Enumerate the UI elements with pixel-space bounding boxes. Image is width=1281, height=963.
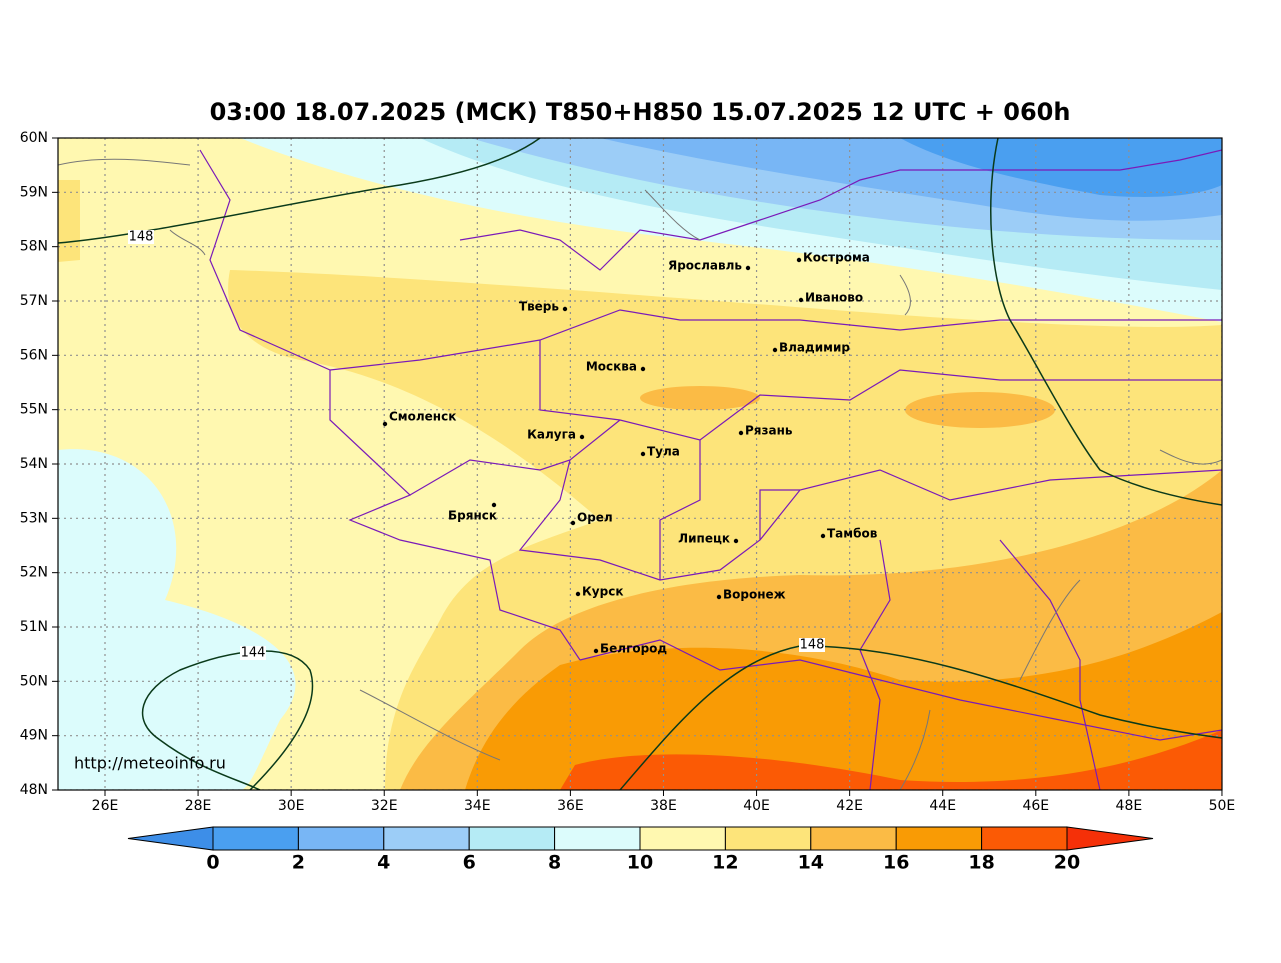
colorbar-segment xyxy=(981,826,1068,851)
lat-label: 51N xyxy=(20,619,48,635)
lon-label: 50E xyxy=(1209,798,1236,814)
colorbar: 0 2 4 6 8 10 12 14 16 18 20 xyxy=(127,826,1154,874)
lat-label: 52N xyxy=(20,565,48,581)
city-label: Тула xyxy=(647,445,680,459)
lon-label: 44E xyxy=(929,798,956,814)
colorbar-under xyxy=(127,826,214,851)
lon-label: 30E xyxy=(278,798,305,814)
city-dot xyxy=(575,591,581,597)
title: 03:00 18.07.2025 (МСК) T850+H850 15.07.2… xyxy=(210,98,1071,126)
lon-label: 40E xyxy=(743,798,770,814)
colorbar-over xyxy=(1066,826,1154,851)
city-label: Москва xyxy=(586,360,637,374)
city-dot xyxy=(796,257,802,263)
city-dot xyxy=(745,265,751,271)
city-dot xyxy=(640,366,646,372)
contour-label-bg xyxy=(240,646,266,660)
map-area xyxy=(58,138,1222,790)
lon-label: 28E xyxy=(185,798,212,814)
lon-label: 32E xyxy=(371,798,398,814)
contour-label-bg xyxy=(799,638,825,652)
colorbar-segment xyxy=(895,826,983,851)
lat-label: 55N xyxy=(20,402,48,418)
city-dot xyxy=(491,502,497,508)
city-label: Тверь xyxy=(519,300,560,314)
city-label: Белгород xyxy=(600,642,667,656)
lat-label: 59N xyxy=(20,184,48,200)
contour-label-bg xyxy=(128,230,154,244)
city-label: Иваново xyxy=(805,291,863,305)
city-dot xyxy=(716,594,722,600)
contour-label: 144 xyxy=(241,646,266,661)
colorbar-segment xyxy=(724,826,812,851)
city-dot xyxy=(733,538,739,544)
city-dot xyxy=(562,306,568,312)
lon-label: 26E xyxy=(92,798,119,814)
lat-label: 53N xyxy=(20,510,48,526)
lat-label: 60N xyxy=(20,130,48,146)
lat-label: 57N xyxy=(20,293,48,309)
city-dot xyxy=(382,421,388,427)
lat-label: 54N xyxy=(20,456,48,472)
city-dot xyxy=(820,533,826,539)
lon-label: 42E xyxy=(836,798,863,814)
colorbar-label: 2 xyxy=(292,852,305,874)
colorbar-label: 6 xyxy=(463,852,476,874)
city-label: Курск xyxy=(582,585,623,599)
city-label: Калуга xyxy=(527,428,576,442)
lat-label: 56N xyxy=(20,347,48,363)
lon-label: 36E xyxy=(557,798,584,814)
colorbar-label: 10 xyxy=(627,852,653,874)
city-label: Липецк xyxy=(678,532,730,546)
city-dot xyxy=(570,520,576,526)
lat-label: 48N xyxy=(20,782,48,798)
cities: Кострома Ярославль Иваново Тверь Владимир Мос… xyxy=(382,251,878,656)
city-dot xyxy=(738,430,744,436)
colorbar-label: 0 xyxy=(206,852,219,874)
city-label: Кострома xyxy=(803,251,870,265)
lon-label: 48E xyxy=(1116,798,1143,814)
city-dot xyxy=(772,347,778,353)
city-label: Ярославль xyxy=(668,259,742,273)
colorbar-label: 14 xyxy=(798,852,824,874)
city-dot xyxy=(579,434,585,440)
colorbar-segment xyxy=(383,826,470,851)
lon-label: 38E xyxy=(650,798,677,814)
lon-label: 46E xyxy=(1022,798,1049,814)
colorbar-label: 20 xyxy=(1054,852,1080,874)
city-label: Брянск xyxy=(448,509,497,523)
source-url: http://meteoinfo.ru xyxy=(74,754,226,773)
city-label: Воронеж xyxy=(723,588,786,602)
city-dot xyxy=(640,451,646,457)
city-label: Рязань xyxy=(745,424,793,438)
colorbar-label: 18 xyxy=(968,852,994,874)
rivers-coast xyxy=(58,158,1222,790)
lat-label: 50N xyxy=(20,673,48,689)
contour-label: 148 xyxy=(800,638,825,653)
city-label: Смоленск xyxy=(389,410,456,424)
colorbar-label: 8 xyxy=(548,852,561,874)
contour-label: 148 xyxy=(129,230,154,245)
lat-label: 58N xyxy=(20,239,48,255)
colorbar-segment xyxy=(212,826,299,851)
lat-label: 49N xyxy=(20,728,48,744)
city-label: Орел xyxy=(577,511,613,525)
lon-label: 34E xyxy=(464,798,491,814)
colorbar-segment xyxy=(639,826,726,851)
colorbar-label: 4 xyxy=(377,852,390,874)
colorbar-label: 16 xyxy=(883,852,909,874)
colorbar-label: 12 xyxy=(712,852,738,874)
city-dot xyxy=(593,648,599,654)
borders xyxy=(199,149,1222,790)
colorbar-segment xyxy=(554,826,641,851)
colorbar-segment xyxy=(810,826,897,851)
city-label: Владимир xyxy=(779,341,850,355)
colorbar-segment xyxy=(468,826,556,851)
grid xyxy=(58,138,1222,790)
colorbar-segment xyxy=(297,826,385,851)
city-label: Тамбов xyxy=(827,527,878,541)
city-dot xyxy=(798,297,804,303)
